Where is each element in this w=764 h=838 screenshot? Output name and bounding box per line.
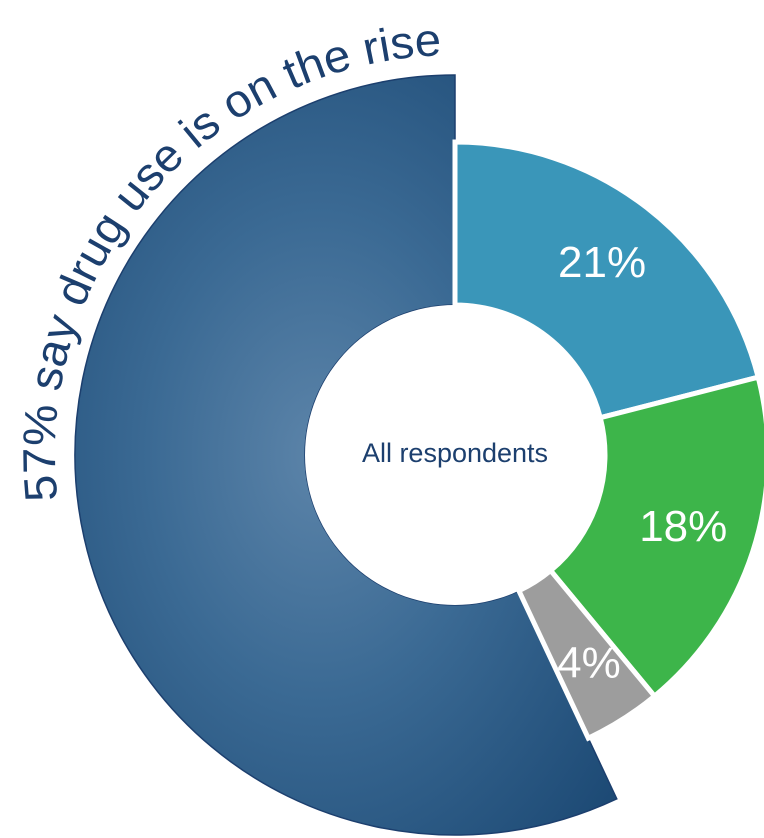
center-label: All respondents [362, 438, 548, 468]
donut-hole [305, 305, 605, 605]
segments [74, 74, 764, 836]
value-label: 4% [557, 639, 621, 688]
value-label: 18% [639, 502, 727, 551]
value-label: 21% [558, 238, 646, 287]
